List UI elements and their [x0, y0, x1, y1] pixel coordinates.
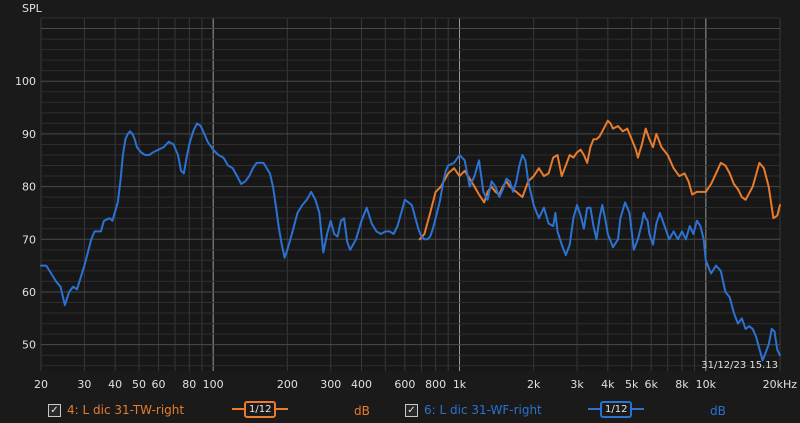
plot-area[interactable] — [41, 18, 780, 371]
y-tick-label: 70 — [22, 233, 36, 246]
x-tick-label: 400 — [351, 378, 372, 391]
x-tick-label: 8k — [675, 378, 689, 391]
x-tick-label: 600 — [394, 378, 415, 391]
y-tick-label: 90 — [22, 128, 36, 141]
y-tick-label: 100 — [15, 75, 36, 88]
series-layer — [40, 119, 781, 362]
series-line-wf — [40, 122, 781, 362]
x-tick-label: 2k — [527, 378, 541, 391]
smoothing-label-tw: 1/12 — [244, 400, 277, 418]
x-tick-label: 3k — [570, 378, 584, 391]
legend-item-wf[interactable]: ✓ 6: L dic 31-WF-right — [405, 403, 542, 417]
x-tick-label: 300 — [320, 378, 341, 391]
grid — [40, 17, 781, 371]
x-tick-labels: 20 30 40 50 60 80 100 200 300 400 600 800 1k 2k 3k 4k 5k… — [34, 378, 797, 391]
x-tick-label: 60 — [152, 378, 166, 391]
legend-item-tw[interactable]: ✓ 4: L dic 31-TW-right — [48, 403, 184, 417]
x-tick-label: 800 — [425, 378, 446, 391]
x-tick-label: 80 — [182, 378, 196, 391]
smoothing-control-tw[interactable]: 1/12 — [232, 400, 289, 418]
x-tick-label: 20 — [34, 378, 48, 391]
smoothing-label-wf: 1/12 — [600, 400, 633, 418]
y-tick-label: 80 — [22, 181, 36, 194]
x-tick-label: 4k — [601, 378, 615, 391]
legend-bar: ✓ 4: L dic 31-TW-right 1/12 dB ✓ 6: L di… — [0, 399, 800, 423]
smoothing-line-left — [588, 408, 600, 410]
y-tick-label: 50 — [22, 339, 36, 352]
x-tick-label: 50 — [132, 378, 146, 391]
x-tick-label: 20kHz — [763, 378, 798, 391]
legend-label-wf: 6: L dic 31-WF-right — [424, 403, 542, 417]
smoothing-line-left — [232, 408, 244, 410]
x-tick-label: 5k — [625, 378, 639, 391]
smoothing-line-right — [276, 408, 289, 410]
x-tick-label: 200 — [277, 378, 298, 391]
timestamp: 31/12/23 15.13 — [701, 360, 778, 371]
y-axis-label: SPL — [22, 2, 43, 15]
unit-label-wf: dB — [710, 404, 726, 418]
smoothing-line-right — [632, 408, 645, 410]
x-tick-label: 6k — [645, 378, 659, 391]
smoothing-control-wf[interactable]: 1/12 — [588, 400, 645, 418]
checkbox-tw[interactable]: ✓ — [48, 403, 61, 417]
y-tick-label: 60 — [22, 286, 36, 299]
y-tick-labels: 50 60 70 80 90 100 — [15, 75, 36, 351]
unit-label-tw: dB — [354, 404, 370, 418]
checkbox-wf[interactable]: ✓ — [405, 403, 418, 417]
x-tick-label: 10k — [696, 378, 717, 391]
frequency-response-chart[interactable]: SPL 20 30 40 50 60 80 100 200 300 400 600 800 1k 2k 3k… — [0, 0, 800, 399]
x-tick-label: 30 — [77, 378, 91, 391]
x-tick-label: 1k — [453, 378, 467, 391]
x-tick-label: 40 — [108, 378, 122, 391]
x-tick-label: 100 — [203, 378, 224, 391]
legend-label-tw: 4: L dic 31-TW-right — [67, 403, 185, 417]
